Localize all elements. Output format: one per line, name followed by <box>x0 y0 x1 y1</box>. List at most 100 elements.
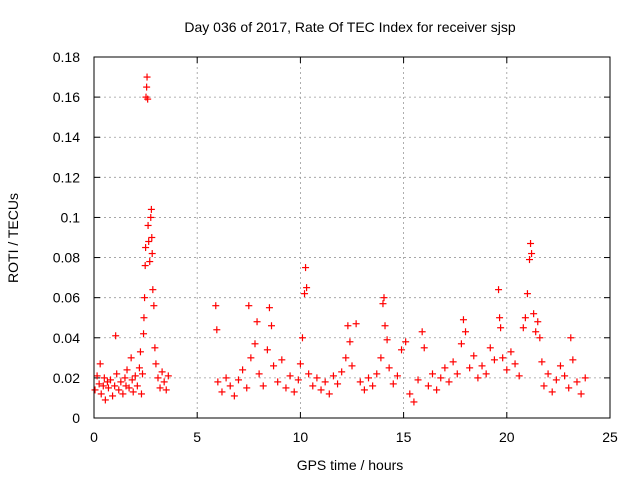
data-point <box>352 320 360 328</box>
data-point <box>528 250 536 258</box>
data-point <box>135 364 143 372</box>
data-point <box>115 386 123 394</box>
data-point <box>270 362 278 370</box>
data-point <box>147 205 155 213</box>
data-point <box>251 340 259 348</box>
data-point <box>470 352 478 360</box>
data-point <box>402 338 410 346</box>
data-point <box>290 388 298 396</box>
data-point <box>373 370 381 378</box>
data-point <box>534 318 542 326</box>
data-point <box>538 358 546 366</box>
tick-labels: 0 5 10 15 20 25 0 0.02 0.04 0.06 0.08 0.1 0.12 0.14 0.… <box>53 49 618 445</box>
data-point <box>140 314 148 322</box>
data-point <box>441 364 449 372</box>
data-point <box>503 366 511 374</box>
data-point <box>379 300 387 308</box>
data-point <box>119 390 127 398</box>
data-point <box>486 344 494 352</box>
data-point <box>152 360 160 368</box>
data-point <box>99 382 107 390</box>
data-point <box>109 392 117 400</box>
data-point <box>380 294 388 302</box>
data-point <box>420 344 428 352</box>
y-tick-label: 0.1 <box>61 209 81 225</box>
data-point <box>552 376 560 384</box>
data-point <box>243 384 251 392</box>
data-point <box>490 356 498 364</box>
data-point <box>127 354 135 362</box>
y-tick-label: 0.12 <box>53 169 80 185</box>
data-point <box>521 314 529 322</box>
data-point <box>123 366 131 374</box>
data-point <box>414 376 422 384</box>
data-point <box>313 374 321 382</box>
data-point <box>519 324 527 332</box>
data-point <box>511 360 519 368</box>
data-point <box>428 370 436 378</box>
data-point <box>302 264 310 272</box>
data-point <box>536 334 544 342</box>
data-point <box>145 238 153 246</box>
data-point <box>133 382 141 390</box>
y-tick-label: 0.08 <box>53 250 80 266</box>
y-axis-label: ROTI / TECUs <box>5 193 21 283</box>
data-point <box>156 384 164 392</box>
y-tick-label: 0 <box>72 410 80 426</box>
x-tick-label: 25 <box>602 429 618 445</box>
x-axis-label: GPS time / hours <box>297 457 404 473</box>
data-point <box>544 370 552 378</box>
data-point <box>160 378 168 386</box>
data-point <box>577 390 585 398</box>
data-point <box>93 372 101 380</box>
data-point <box>325 390 333 398</box>
y-tick-label: 0.14 <box>53 129 80 145</box>
data-point <box>222 374 230 382</box>
data-point <box>309 382 317 390</box>
data-point <box>495 286 503 294</box>
data-point <box>303 284 311 292</box>
data-point <box>125 384 133 392</box>
data-point <box>424 382 432 390</box>
data-point <box>117 378 125 386</box>
data-point <box>389 380 397 388</box>
data-point <box>149 286 157 294</box>
data-point <box>148 250 156 258</box>
data-point <box>385 364 393 372</box>
data-point <box>317 386 325 394</box>
data-point <box>548 388 556 396</box>
data-point <box>142 244 150 252</box>
data-point <box>437 374 445 382</box>
data-point <box>381 322 389 330</box>
data-point <box>143 83 151 91</box>
data-point <box>338 368 346 376</box>
data-point <box>478 362 486 370</box>
data-point <box>410 398 418 406</box>
data-point <box>212 302 220 310</box>
data-point <box>344 322 352 330</box>
data-point <box>346 338 354 346</box>
data-point <box>213 326 221 334</box>
data-point <box>567 334 575 342</box>
data-point <box>247 354 255 362</box>
data-point <box>137 390 145 398</box>
y-tick-label: 0.02 <box>53 370 80 386</box>
data-point <box>100 374 108 382</box>
data-point <box>393 372 401 380</box>
data-point <box>97 390 105 398</box>
data-point <box>365 374 373 382</box>
data-point <box>101 396 109 404</box>
data-point <box>158 368 166 376</box>
data-point <box>129 388 137 396</box>
data-point <box>526 256 534 264</box>
data-point <box>95 380 103 388</box>
data-point <box>453 370 461 378</box>
data-point <box>286 372 294 380</box>
data-point <box>140 330 148 338</box>
data-points <box>91 73 589 406</box>
data-point <box>457 340 465 348</box>
data-point <box>113 370 121 378</box>
data-point <box>278 356 286 364</box>
data-point <box>128 376 136 384</box>
